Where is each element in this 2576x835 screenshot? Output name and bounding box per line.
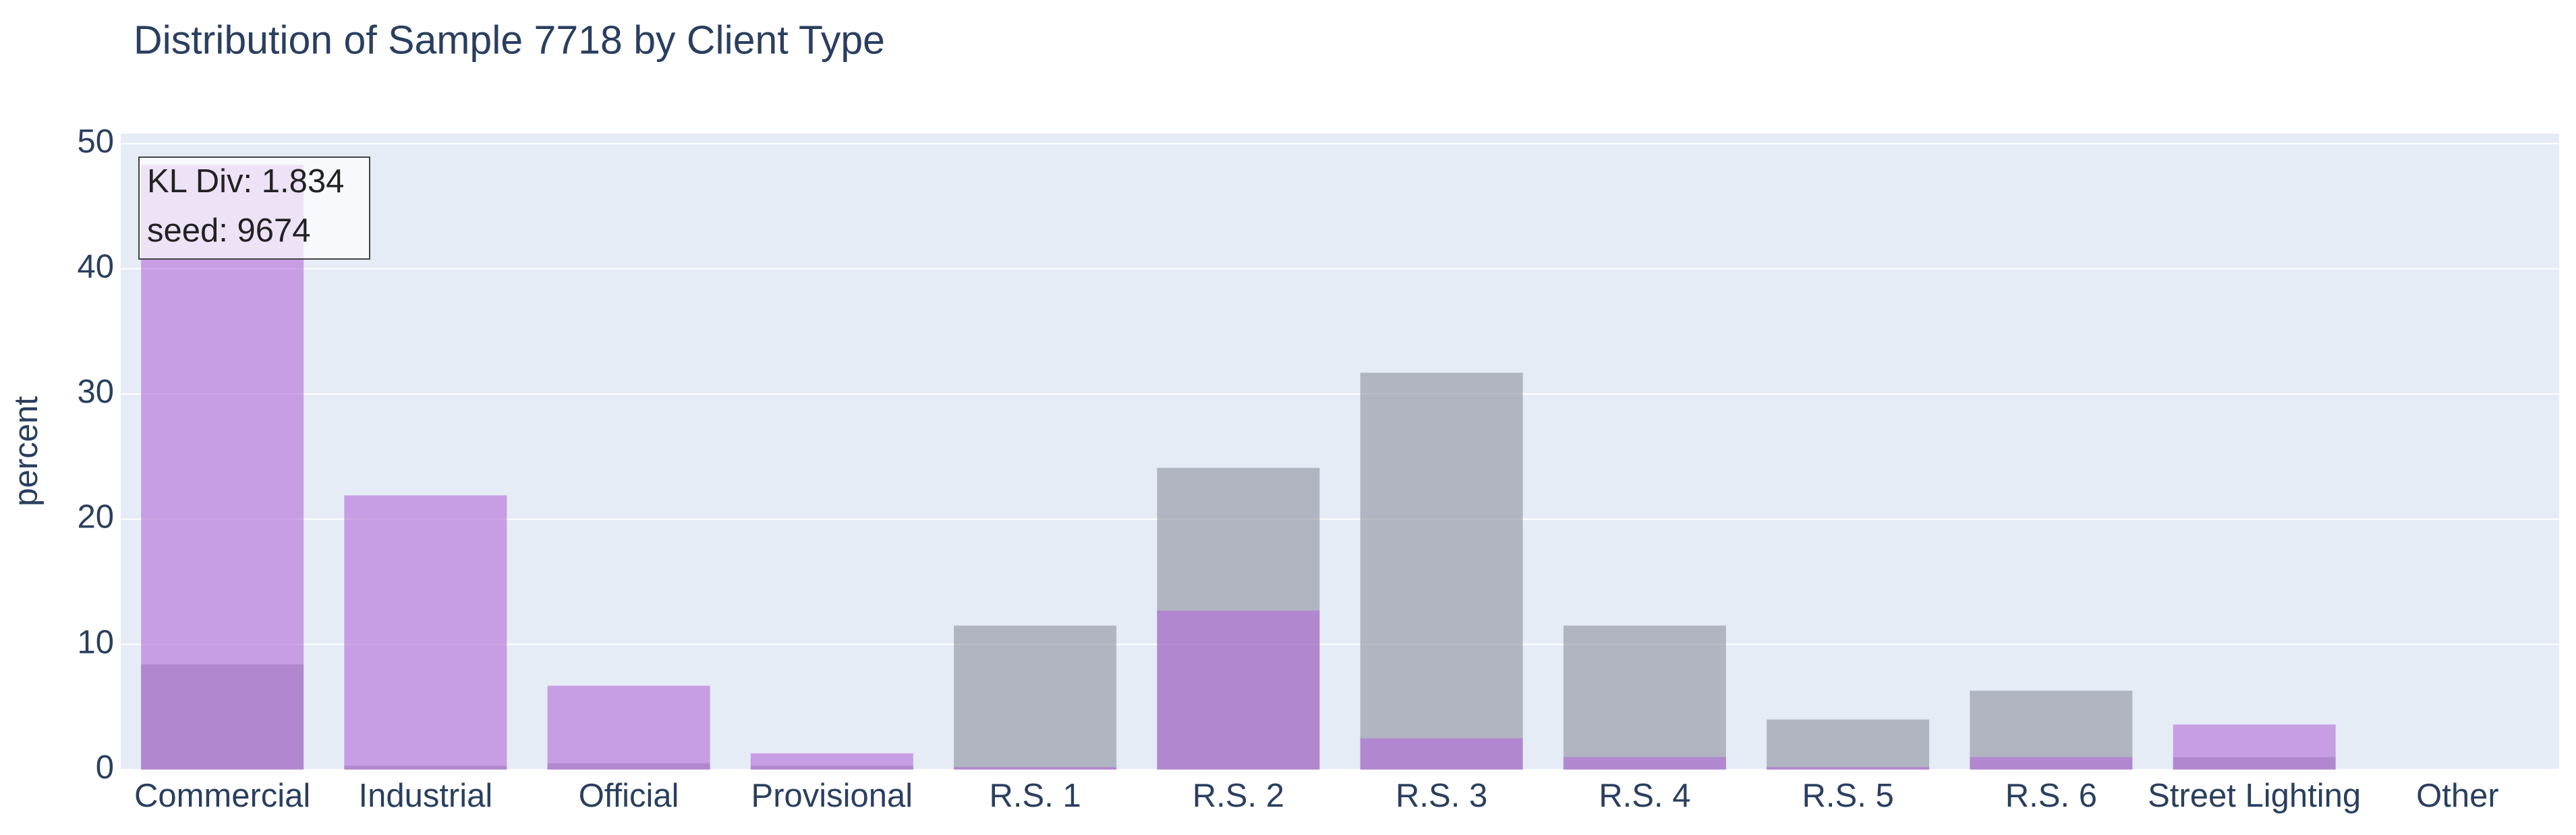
bar — [750, 753, 913, 770]
y-tick-label: 10 — [77, 624, 114, 660]
y-tick-label: 40 — [77, 248, 114, 285]
y-tick-label: 50 — [77, 123, 114, 160]
y-axis-label: percent — [8, 396, 45, 507]
x-tick-label: R.S. 1 — [990, 778, 1081, 814]
annotation-text: seed: 9674 — [147, 212, 311, 249]
bar — [1563, 625, 1726, 770]
bar — [1360, 738, 1523, 770]
bar — [1767, 719, 1930, 770]
bars — [141, 165, 2336, 770]
x-tick-label: Commercial — [134, 778, 310, 814]
y-tick-label: 0 — [96, 749, 114, 786]
y-tick-label: 20 — [77, 499, 114, 536]
bar — [141, 165, 304, 770]
y-tick-label: 30 — [77, 374, 114, 410]
x-tick-label: Industrial — [358, 778, 492, 814]
x-tick-label: Official — [579, 778, 679, 814]
bar — [547, 685, 710, 770]
bar — [344, 495, 507, 770]
chart-title: Distribution of Sample 7718 by Client Ty… — [134, 18, 885, 63]
x-tick-label: Street Lighting — [2148, 778, 2361, 814]
bar — [1970, 757, 2133, 770]
bar — [1563, 757, 1726, 770]
bar — [954, 625, 1117, 770]
x-tick-label: Other — [2416, 778, 2499, 814]
x-tick-label: Provisional — [751, 778, 913, 814]
grid — [121, 142, 2559, 770]
annotation: KL Div: 1.834 seed: 9674 — [138, 156, 370, 260]
plot-background — [121, 134, 2559, 770]
x-tick-label: R.S. 4 — [1599, 778, 1690, 814]
x-tick-label: R.S. 2 — [1193, 778, 1284, 814]
x-tick-label: R.S. 6 — [2005, 778, 2097, 814]
x-tick-label: R.S. 3 — [1396, 778, 1487, 814]
bar — [1970, 691, 2133, 770]
bar — [2173, 724, 2336, 770]
x-tick-label: R.S. 5 — [1802, 778, 1894, 814]
bar — [1767, 767, 1930, 770]
annotation-text: KL Div: 1.834 — [147, 163, 344, 200]
bar — [954, 767, 1117, 770]
bar — [1157, 610, 1320, 770]
bar — [1360, 372, 1523, 770]
annotation-box — [138, 156, 370, 260]
